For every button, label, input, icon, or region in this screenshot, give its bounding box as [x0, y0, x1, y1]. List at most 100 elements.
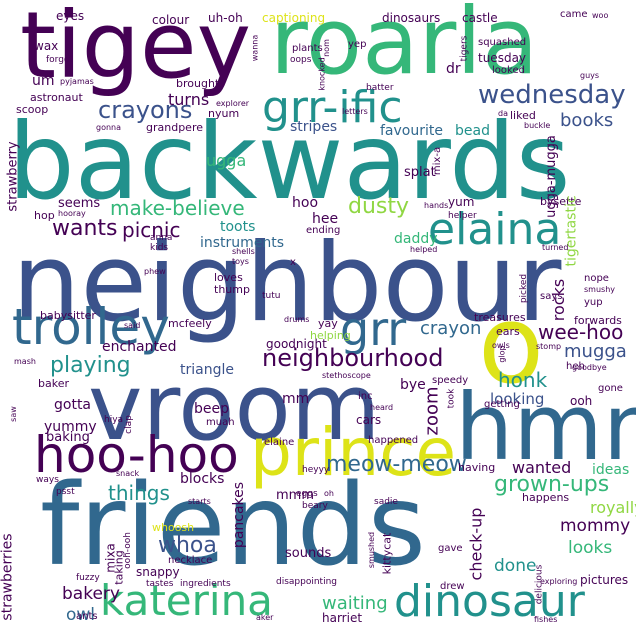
word: strawberry [5, 141, 21, 212]
word: yum [448, 195, 475, 209]
word: explorer [216, 99, 250, 108]
word: triangle [180, 362, 234, 378]
word: nom [321, 39, 331, 57]
word: crayon [420, 318, 482, 339]
word: mm [282, 391, 310, 407]
word: neighbourhood [262, 344, 444, 372]
word: nyum [208, 107, 240, 120]
word: splat [404, 165, 436, 180]
word: says [540, 291, 563, 302]
word: psst [56, 487, 75, 497]
word: necklace [168, 555, 213, 566]
word: pancakes [231, 481, 248, 549]
word: dr [446, 61, 461, 77]
word: shells [232, 247, 255, 256]
word: ears [496, 325, 520, 338]
word: whoa [158, 533, 217, 558]
word: eyes [56, 9, 85, 23]
word: wax [34, 39, 59, 53]
word: captioning [262, 11, 326, 25]
word: x [290, 257, 296, 268]
word: turns [168, 90, 210, 109]
word: helper [448, 211, 477, 221]
word: goodbye [572, 363, 607, 372]
word: mmm [276, 488, 314, 503]
word: da [498, 109, 508, 118]
word: whoosh [152, 521, 195, 534]
word: owl [66, 605, 96, 625]
word: rocks [549, 278, 569, 322]
word: mash [14, 357, 36, 366]
word: neighbour [12, 221, 562, 346]
word: said [124, 321, 141, 330]
word: heyyy [302, 465, 330, 475]
word: enchanted [102, 339, 177, 355]
word: instruments [200, 235, 285, 251]
word: gonna [96, 123, 122, 132]
word: um [32, 73, 55, 89]
word: delicious [534, 564, 545, 605]
word: friends [40, 461, 426, 591]
word: hee [312, 211, 339, 227]
word: glop [497, 345, 507, 363]
word: forgot [46, 55, 73, 65]
word: getting [484, 399, 520, 410]
word: meow-meow [326, 452, 467, 477]
word: ooh-ooh [122, 532, 133, 569]
word: woo [592, 11, 609, 20]
word: tigertastic [563, 195, 580, 267]
word: letters [342, 107, 368, 116]
word: crayons [98, 96, 193, 124]
word: grr-ific [262, 82, 403, 133]
word: trolley [12, 298, 170, 356]
word: bye [400, 377, 426, 393]
word: fuzzy [76, 573, 100, 583]
word: strawberries [0, 533, 16, 621]
word: hop [34, 209, 55, 222]
word: cars [356, 413, 382, 427]
word: looking [490, 390, 545, 408]
word: sounds [285, 546, 332, 561]
word: anna [150, 233, 173, 243]
word: buckle [524, 121, 551, 130]
word: hmm [455, 374, 636, 481]
word: looks [568, 538, 613, 558]
word: starts [188, 497, 211, 506]
word: ideas [592, 462, 630, 478]
word: turned [542, 243, 569, 252]
word: hoo [292, 195, 319, 211]
word: pyjamas [60, 77, 94, 86]
word: tutu [262, 291, 281, 301]
word: inc [358, 391, 373, 402]
word: guys [580, 71, 600, 80]
word: disappointing [276, 577, 338, 587]
word: beary [302, 501, 328, 511]
word: looked [492, 65, 525, 76]
word: stripes [290, 119, 338, 135]
word: took [446, 388, 457, 409]
word: castle [462, 11, 498, 25]
word: plants [292, 43, 323, 54]
word: stethoscope [322, 371, 371, 380]
word: picked [519, 273, 530, 304]
word: o [478, 283, 545, 408]
word: nope [584, 273, 609, 284]
word: blocks [180, 471, 225, 487]
word: pictures [580, 573, 629, 587]
word: ending [306, 225, 341, 236]
word: tastes [146, 579, 174, 589]
word: ooh [570, 394, 593, 408]
word: waiting [322, 593, 388, 614]
word: beep [194, 401, 229, 417]
word: elaine [264, 437, 295, 448]
word: playing [50, 353, 131, 378]
word: brought [176, 77, 220, 90]
word: ugga-mugga [543, 135, 559, 218]
word: thump [214, 283, 250, 296]
word: tuesday [478, 51, 527, 65]
word: katerina [100, 576, 273, 625]
word: happens [522, 491, 570, 504]
word: done [494, 556, 537, 576]
word: bysette [540, 195, 582, 208]
